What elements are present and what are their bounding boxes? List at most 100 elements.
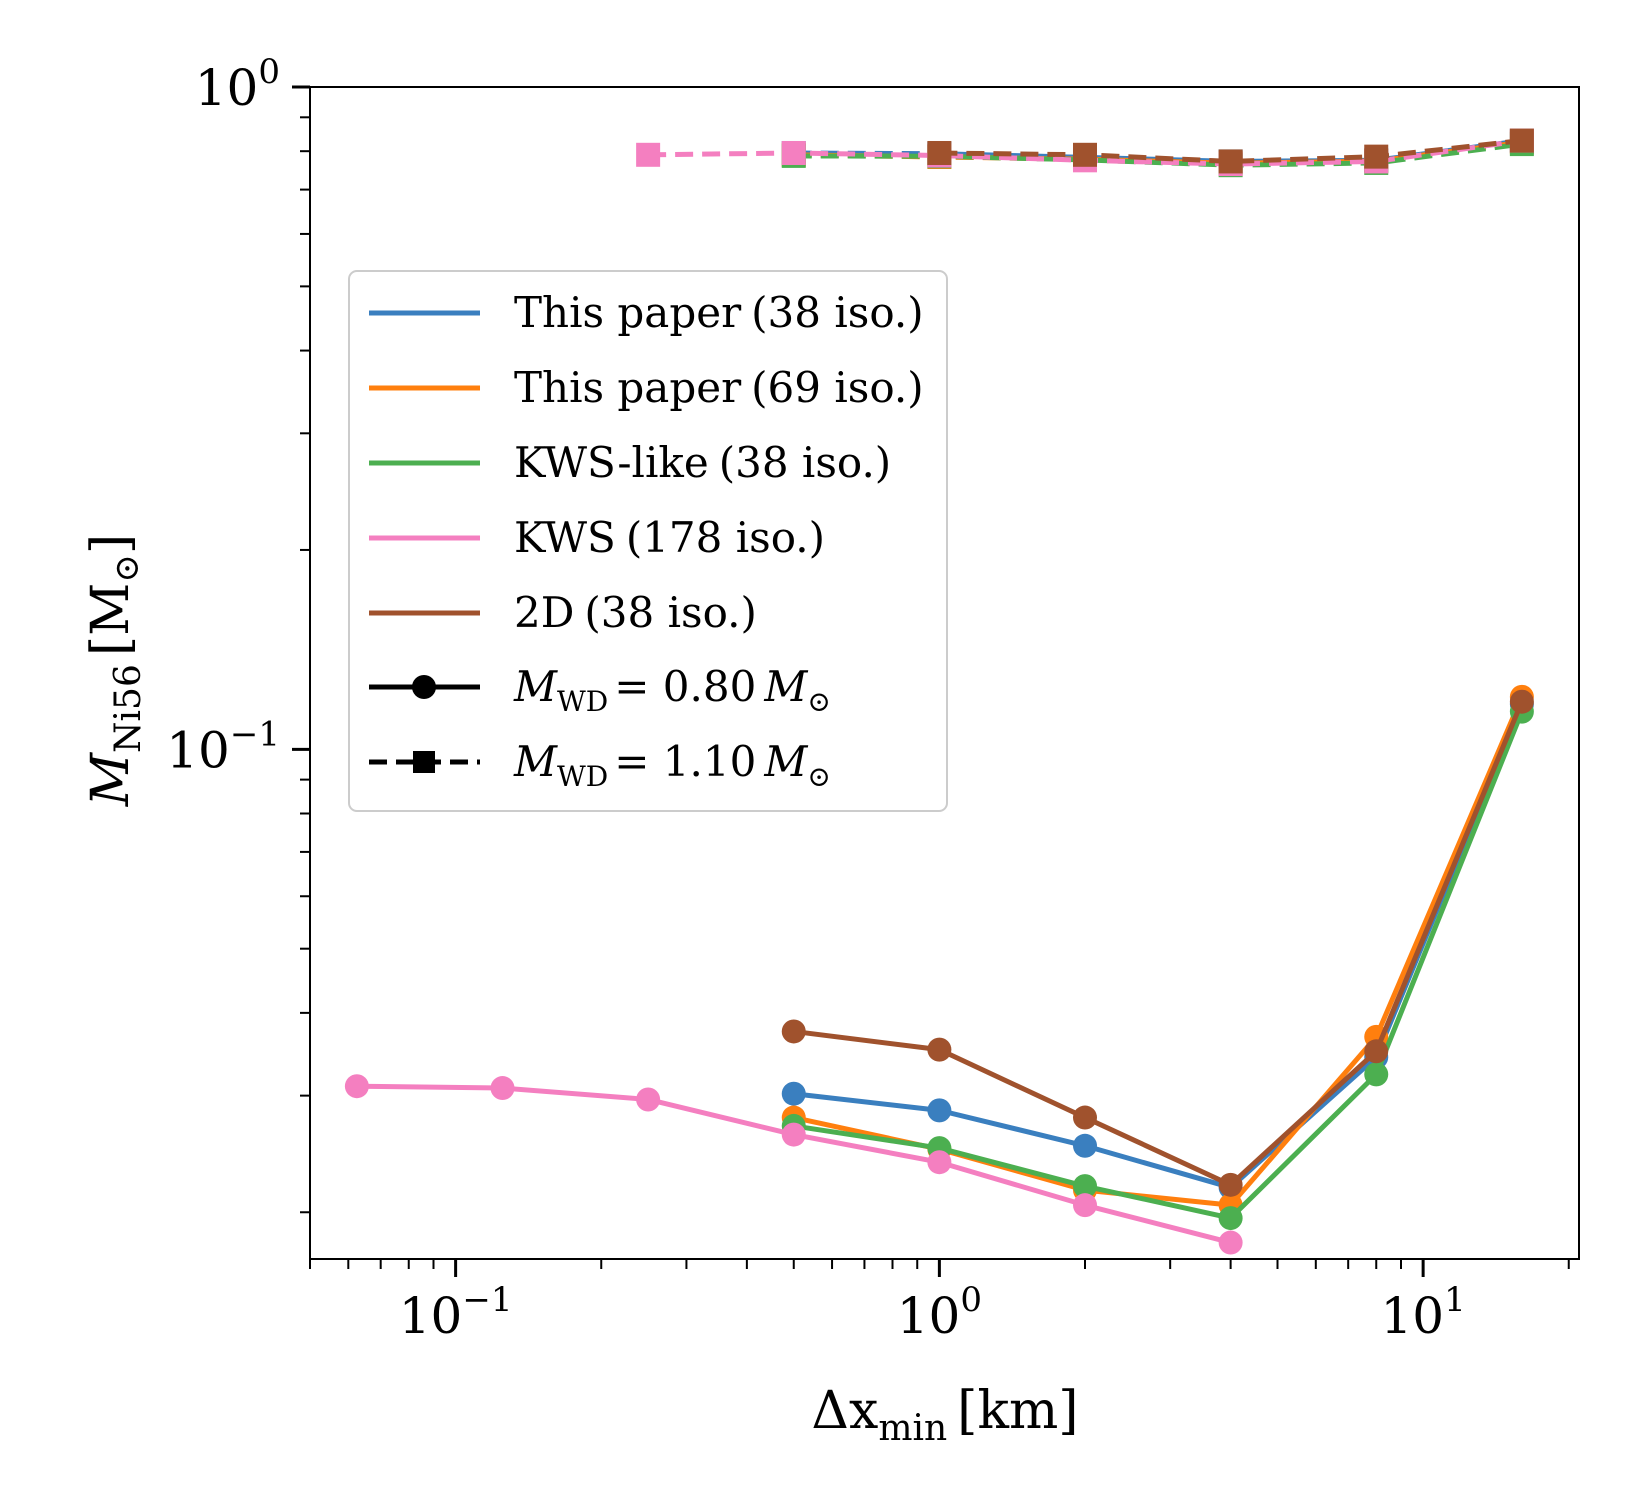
plot-series bbox=[344, 128, 1534, 1255]
legend-dashed-sym: ⊙ bbox=[807, 760, 830, 793]
data-point-square bbox=[781, 140, 806, 165]
legend-entry-kws-like-38-iso: KWS-like (38 iso.) bbox=[369, 438, 891, 487]
x-tick-base: 10 bbox=[1380, 1287, 1444, 1345]
x-tick-labels: 10−1 100 101 bbox=[399, 1280, 1466, 1345]
y-tick-base: 10 bbox=[166, 721, 230, 779]
data-point-circle bbox=[636, 1087, 661, 1112]
x-axis-label-main: Δx bbox=[811, 1381, 878, 1441]
data-point-circle bbox=[781, 1019, 806, 1044]
series-line-dashed bbox=[939, 138, 1523, 164]
legend-label: 2D (38 iso.) bbox=[514, 588, 757, 637]
legend-dashed-label: MWD = 1.10 M⊙ bbox=[513, 737, 831, 793]
x-tick-exp: 0 bbox=[960, 1280, 982, 1320]
legend-label-main: This paper bbox=[514, 288, 742, 337]
legend-dashed-unit: M bbox=[763, 737, 808, 786]
x-tick-label: 10−1 bbox=[399, 1280, 513, 1345]
data-point-square bbox=[1072, 142, 1097, 167]
legend-entry-2d-38-iso: 2D (38 iso.) bbox=[369, 588, 757, 637]
data-point-circle bbox=[781, 1122, 806, 1147]
data-point-circle bbox=[1072, 1105, 1097, 1130]
data-point-circle bbox=[927, 1037, 952, 1062]
x-axis-label: Δxmin [km] bbox=[811, 1381, 1078, 1449]
legend-solid-unit: M bbox=[763, 662, 808, 711]
legend-series-entries: This paper (38 iso.)This paper (69 iso.)KW… bbox=[369, 288, 924, 637]
data-point-circle bbox=[927, 1098, 952, 1123]
legend-label: This paper (69 iso.) bbox=[514, 363, 924, 412]
legend-circle-marker bbox=[412, 675, 436, 699]
y-tick-exp: −1 bbox=[230, 714, 280, 754]
data-point-square bbox=[927, 140, 952, 165]
y-axis-label-open: [M bbox=[81, 583, 141, 657]
legend-solid-label: MWD = 0.80 M⊙ bbox=[513, 662, 831, 718]
legend-label-paren: (38 iso.) bbox=[719, 438, 891, 487]
data-point-circle bbox=[1218, 1172, 1243, 1197]
legend-dashed-value: = 1.10 bbox=[614, 737, 756, 786]
y-tick-label: 100 bbox=[195, 52, 280, 117]
y-tick-base: 10 bbox=[195, 59, 259, 117]
series-2d-38-iso bbox=[781, 128, 1534, 1197]
y-axis-label-main: M bbox=[81, 751, 141, 807]
legend-solid-sym: ⊙ bbox=[807, 685, 830, 718]
data-point-circle bbox=[1509, 689, 1534, 714]
x-tick-label: 101 bbox=[1380, 1280, 1465, 1345]
legend-label-paren: (38 iso.) bbox=[751, 288, 923, 337]
legend-label: KWS-like (38 iso.) bbox=[514, 438, 891, 487]
x-tick-exp: −1 bbox=[462, 1280, 512, 1320]
x-tick-label: 100 bbox=[897, 1280, 982, 1345]
legend-dashed-sub: WD bbox=[557, 760, 608, 793]
x-tick-exp: 1 bbox=[1444, 1280, 1466, 1320]
legend-square-marker bbox=[413, 751, 435, 773]
legend-solid-value: = 0.80 bbox=[614, 662, 756, 711]
data-point-square bbox=[636, 142, 661, 167]
y-axis-label-close: ] bbox=[81, 534, 141, 554]
legend-dashed-var: M bbox=[513, 737, 558, 786]
legend-label-main: 2D bbox=[514, 588, 574, 637]
series-line-dashed bbox=[793, 141, 1523, 168]
legend-label: KWS (178 iso.) bbox=[514, 513, 825, 562]
legend-label-paren: (38 iso.) bbox=[584, 588, 756, 637]
legend-entry-solid: MWD = 0.80 M⊙ bbox=[369, 662, 831, 718]
data-point-circle bbox=[927, 1150, 952, 1175]
series-line-solid bbox=[793, 700, 1525, 1188]
tick-marks bbox=[292, 85, 1570, 1277]
data-point-circle bbox=[1072, 1193, 1097, 1218]
y-axis-label-sub: Ni56 bbox=[108, 664, 149, 753]
data-point-circle bbox=[781, 1081, 806, 1106]
data-point-circle bbox=[1218, 1230, 1243, 1255]
x-axis-label-unit: [km] bbox=[957, 1381, 1078, 1441]
legend-label-main: KWS-like bbox=[514, 438, 709, 487]
legend-label-paren: (69 iso.) bbox=[751, 363, 923, 412]
data-point-circle bbox=[1218, 1206, 1243, 1231]
legend-label-paren: (178 iso.) bbox=[626, 513, 825, 562]
x-tick-base: 10 bbox=[897, 1287, 961, 1345]
legend-solid-var: M bbox=[513, 662, 558, 711]
legend-label: This paper (38 iso.) bbox=[514, 288, 924, 337]
data-point-circle bbox=[490, 1076, 515, 1101]
legend-entry-dashed: MWD = 1.10 M⊙ bbox=[369, 737, 831, 793]
series-line-solid bbox=[793, 710, 1525, 1221]
data-point-circle bbox=[1364, 1039, 1389, 1064]
x-axis-label-sub: min bbox=[878, 1408, 947, 1449]
legend-label-main: This paper bbox=[514, 363, 742, 412]
legend-box bbox=[348, 270, 948, 812]
legend: This paper (38 iso.)This paper (69 iso.)KW… bbox=[348, 270, 948, 812]
data-point-circle bbox=[1072, 1133, 1097, 1158]
y-tick-label: 10−1 bbox=[166, 714, 280, 779]
legend-label-main: KWS bbox=[514, 513, 616, 562]
y-axis-label: MNi56 [M⊙] bbox=[81, 534, 149, 807]
plot-frame bbox=[309, 86, 1580, 1260]
data-point-square bbox=[1218, 149, 1243, 174]
data-point-circle bbox=[344, 1074, 369, 1099]
legend-entry-this-paper-69-iso: This paper (69 iso.) bbox=[369, 363, 924, 412]
legend-entry-this-paper-38-iso: This paper (38 iso.) bbox=[369, 288, 924, 337]
y-axis-label-sym: ⊙ bbox=[107, 554, 147, 583]
legend-solid-sub: WD bbox=[557, 685, 608, 718]
legend-entry-kws-178-iso: KWS (178 iso.) bbox=[369, 513, 825, 562]
y-tick-exp: 0 bbox=[258, 52, 280, 92]
data-point-circle bbox=[1364, 1062, 1389, 1087]
data-point-circle bbox=[1072, 1174, 1097, 1199]
data-point-square bbox=[1509, 128, 1534, 153]
data-point-square bbox=[1364, 144, 1389, 169]
